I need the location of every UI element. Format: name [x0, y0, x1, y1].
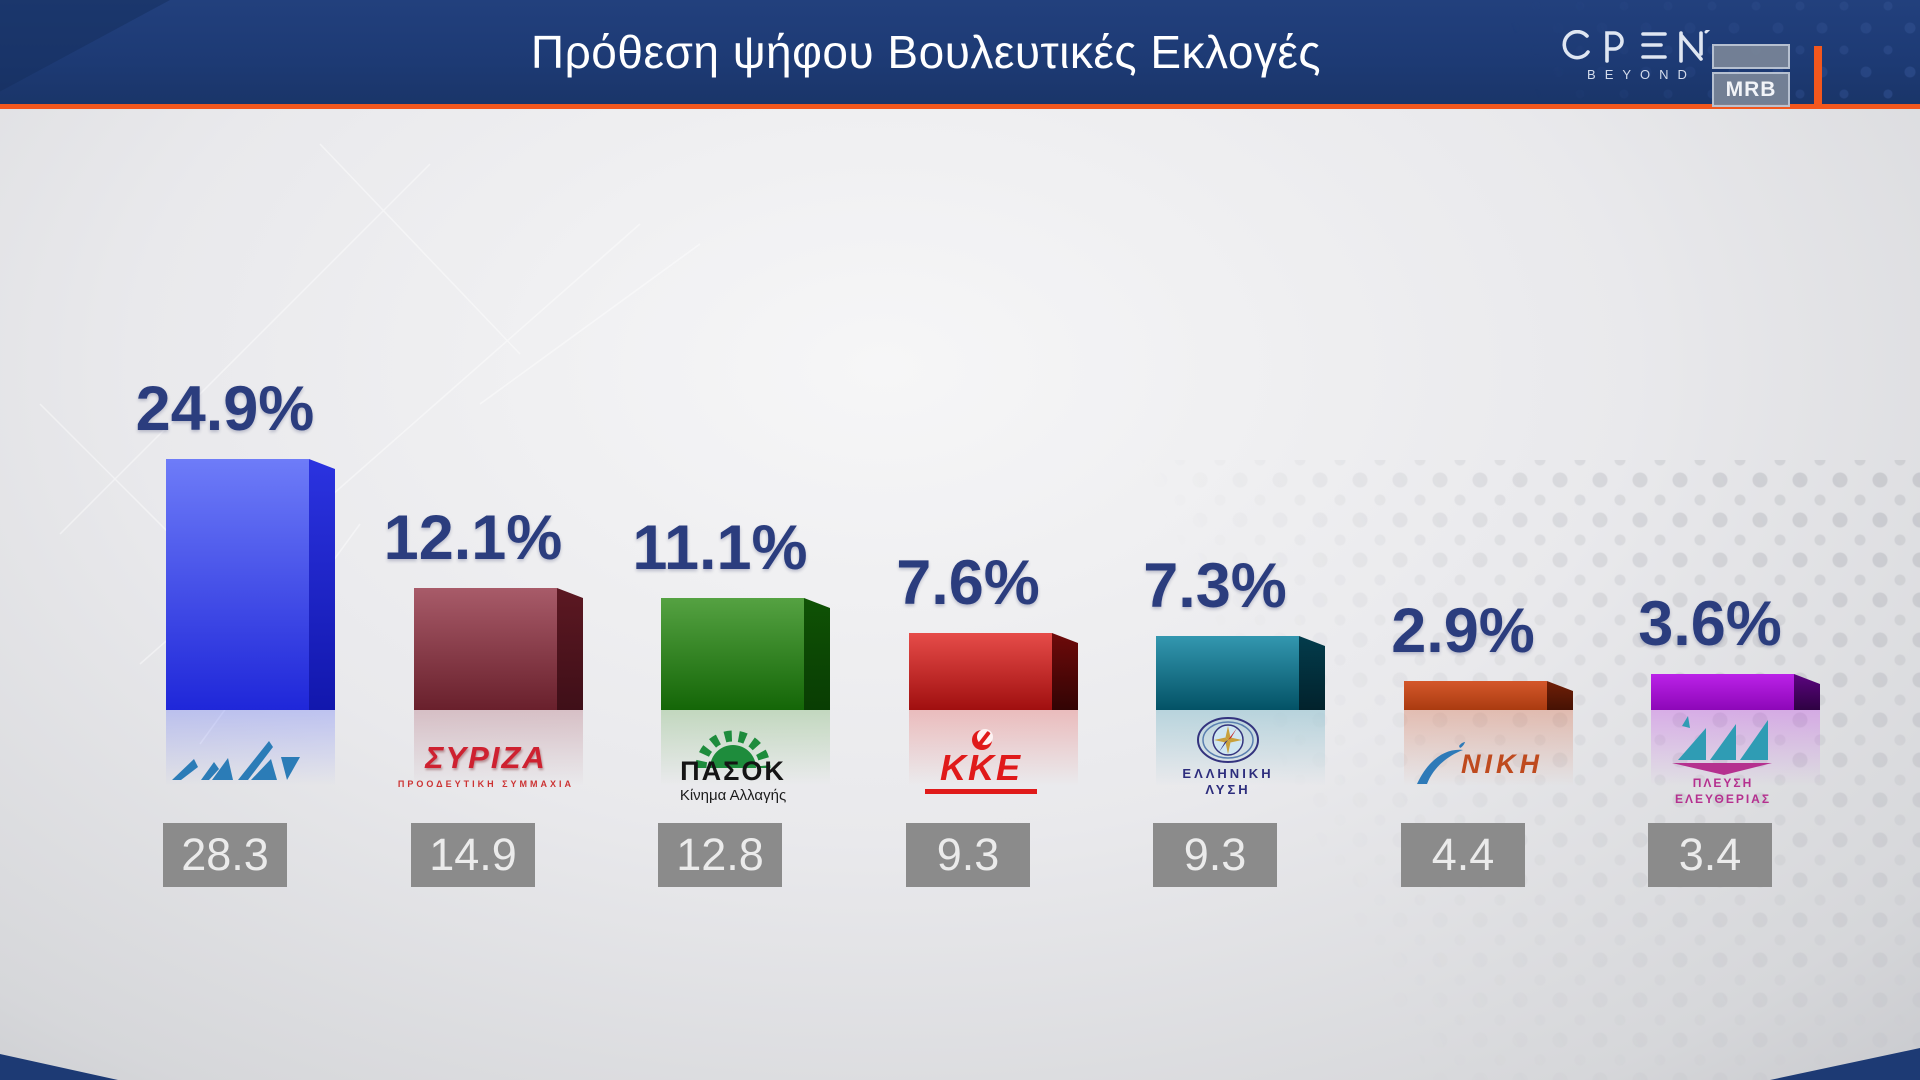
bar-pleusi — [1651, 674, 1820, 710]
compass-icon — [1197, 717, 1259, 763]
mrb-logo: MRB — [1712, 44, 1790, 107]
pasok-logo-subtitle: Κίνημα Αλλαγής — [679, 787, 787, 804]
mrb-logo-wordmark: MRB — [1712, 72, 1790, 107]
mrb-logo-top-box — [1712, 44, 1790, 69]
pasok-logo-wordmark: ΠΑΣΟΚ — [680, 756, 786, 786]
pleusi-party-logo: ΠΛΕΥΣΗ ΕΛΕΥΘΕΡΙΑΣ — [1599, 712, 1847, 822]
bar-reflection-nd — [166, 710, 335, 796]
nd-party-logo — [114, 712, 362, 822]
column-pasok: 11.1% ΠΑΣΟΚ Κίνημα Αλλαγής 12.8 — [609, 0, 857, 1080]
elliniki-lysi-party-logo: ΕΛΛΗΝΙΚΗ ΛΥΣΗ — [1104, 712, 1352, 822]
kke-logo-wordmark: ΚΚΕ — [939, 747, 1022, 788]
syriza-logo-subtitle: ΠΡΟΟΔΕΥΤΙΚΗ ΣΥΜΜΑΧΙΑ — [397, 779, 575, 789]
page-title: Πρόθεση ψήφου Βουλευτικές Εκλογές — [530, 26, 1322, 78]
bar-syriza — [414, 588, 583, 710]
previous-value-niki: 4.4 — [1401, 823, 1525, 887]
kke-party-logo: ΚΚΕ — [857, 712, 1105, 822]
niki-party-logo: ΝΙΚΗ — [1352, 712, 1600, 822]
open-tv-logo: BEYOND — [1552, 30, 1722, 82]
syriza-logo-wordmark: ΣΥΡΙΖΑ — [425, 740, 547, 775]
corner-accent-bottom-left — [0, 1054, 118, 1080]
pasok-sun-icon — [695, 730, 771, 769]
bar-kke — [909, 633, 1078, 710]
niki-logo-wordmark: ΝΙΚΗ — [1461, 748, 1543, 779]
pleusi-logo-line1: ΠΛΕΥΣΗ — [1692, 776, 1754, 790]
pct-label-kke: 7.6% — [896, 548, 1040, 618]
syriza-party-logo: ΣΥΡΙΖΑ ΠΡΟΟΔΕΥΤΙΚΗ ΣΥΜΜΑΧΙΑ — [362, 712, 610, 822]
bar-nd — [166, 459, 335, 710]
pct-label-nd: 24.9% — [135, 374, 315, 444]
header-dots-pattern — [1360, 0, 1920, 104]
column-pleusi-eleftherias: 3.6% ΠΛΕΥΣΗ ΕΛΕΥΘΕΡΙΑΣ 3.4 — [1599, 0, 1847, 1080]
column-nd: 24.9% 28.3 — [114, 0, 362, 1080]
bar-niki — [1404, 681, 1573, 710]
bar-reflection-kke — [909, 710, 1078, 796]
elliniki-lysi-logo-line1: ΕΛΛΗΝΙΚΗ — [1182, 766, 1274, 781]
previous-value-syriza: 14.9 — [411, 823, 535, 887]
column-kke: 7.6% ΚΚΕ 9.3 — [857, 0, 1105, 1080]
kke-hammer-sickle-icon — [972, 729, 993, 750]
pct-label-elliniki-lysi: 7.3% — [1143, 551, 1287, 621]
previous-value-pleusi: 3.4 — [1648, 823, 1772, 887]
kke-logo-underline — [925, 789, 1037, 794]
column-elliniki-lysi: 7.3% ΕΛΛΗΝΙΚΗ ΛΥΣΗ 9.3 — [1104, 0, 1352, 1080]
open-logo-glyphs — [1562, 30, 1711, 63]
open-logo-tagline: BEYOND — [1587, 67, 1696, 82]
pasok-party-logo: ΠΑΣΟΚ Κίνημα Αλλαγής — [609, 712, 857, 822]
niki-feather-icon — [1417, 742, 1465, 784]
bar-pasok — [661, 598, 830, 710]
bar-elliniki-lysi — [1156, 636, 1325, 710]
bar-reflection-niki — [1404, 710, 1573, 796]
previous-value-nd: 28.3 — [163, 823, 287, 887]
pct-label-niki: 2.9% — [1391, 596, 1535, 666]
pct-label-pasok: 11.1% — [632, 513, 808, 583]
orange-divider-bar — [1814, 46, 1822, 104]
column-syriza: 12.1% ΣΥΡΙΖΑ ΠΡΟΟΔΕΥΤΙΚΗ ΣΥΜΜΑΧΙΑ 14.9 — [362, 0, 610, 1080]
column-niki: 2.9% ΝΙΚΗ 4.4 — [1352, 0, 1600, 1080]
header-bar: Πρόθεση ψήφου Βουλευτικές Εκλογές BEYOND… — [0, 0, 1920, 109]
bar-reflection-syriza — [414, 710, 583, 796]
pct-label-syriza: 12.1% — [383, 503, 563, 573]
elliniki-lysi-logo-line2: ΛΥΣΗ — [1205, 782, 1251, 798]
pct-label-pleusi: 3.6% — [1638, 589, 1782, 659]
pleusi-logo-line2: ΕΛΕΥΘΕΡΙΑΣ — [1674, 791, 1772, 806]
pleusi-sails-icon — [1672, 716, 1772, 775]
nd-logo-mark — [172, 741, 300, 780]
previous-value-kke: 9.3 — [906, 823, 1030, 887]
previous-value-elliniki-lysi: 9.3 — [1153, 823, 1277, 887]
previous-value-pasok: 12.8 — [658, 823, 782, 887]
